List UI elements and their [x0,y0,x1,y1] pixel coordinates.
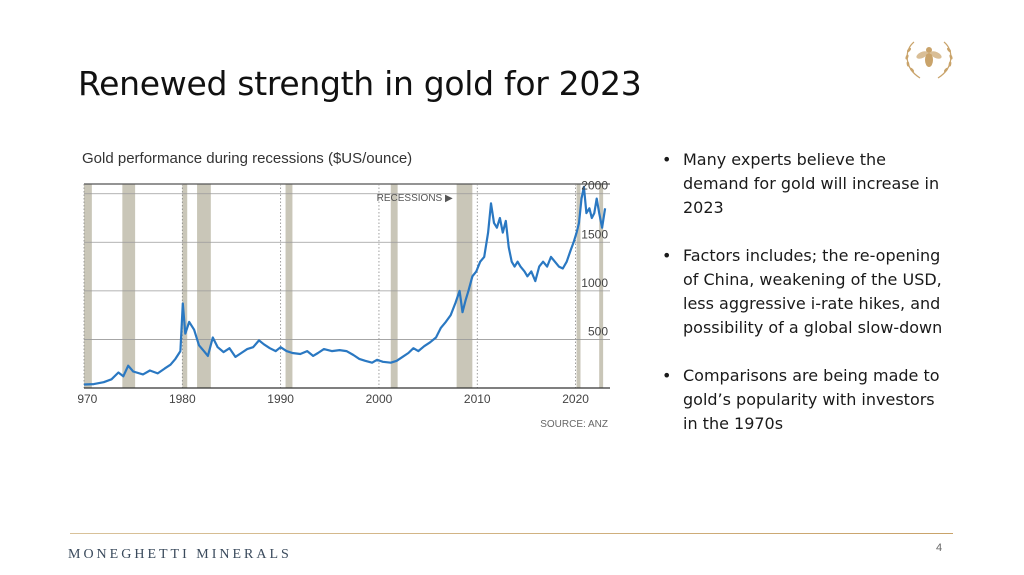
gold-price-line [83,185,607,386]
recession-band [390,184,398,388]
gold-price-chart: 500 1000 1500 2000 1970 1980 1990 2000 2010 2020 R… [78,179,610,430]
recession-band [122,184,136,388]
bullet-item: Factors includes; the re-opening of Chin… [662,244,952,340]
brand-wordmark: MONEGHETTI MINERALS [68,547,292,562]
recession-band [197,184,211,388]
y-tick-label: 500 [588,324,608,338]
recession-band [456,184,473,388]
x-tick-label: 2020 [562,392,589,406]
bee-laurel-logo [898,36,960,86]
recession-band [84,184,92,388]
page-number: 4 [936,542,943,554]
recession-band [599,184,604,388]
bullet-list: Many experts believe the demand for gold… [662,148,952,460]
recessions-legend: RECESSIONS ▶ [377,193,453,204]
recession-band [576,184,581,388]
recession-band [182,184,188,388]
slide-title: Renewed strength in gold for 2023 [78,64,642,103]
footer-divider [70,533,953,534]
gold-chart-container: 500 1000 1500 2000 1970 1980 1990 2000 2010 2020 R… [78,146,618,436]
y-tick-label: 1500 [581,227,608,241]
y-tick-label: 2000 [581,179,608,193]
x-tick-label: 2000 [366,392,393,406]
x-tick-label: 1990 [267,392,294,406]
bullet-item: Comparisons are being made to gold’s pop… [662,364,952,436]
recession-band [285,184,293,388]
chart-title: Gold performance during recessions ($US/… [82,150,413,167]
chart-source: SOURCE: ANZ [540,419,608,430]
x-tick-label: 1970 [78,392,98,406]
y-tick-label: 1000 [581,276,608,290]
x-tick-label: 2010 [464,392,491,406]
x-tick-label: 1980 [169,392,196,406]
bullet-item: Many experts believe the demand for gold… [662,148,952,220]
